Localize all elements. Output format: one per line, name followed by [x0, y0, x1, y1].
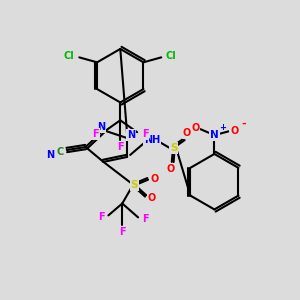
Text: N: N — [210, 130, 219, 140]
Text: O: O — [148, 193, 156, 202]
Text: O: O — [182, 128, 191, 138]
Text: NH: NH — [144, 135, 160, 145]
Text: Cl: Cl — [64, 51, 75, 62]
Text: S: S — [170, 143, 178, 153]
Text: +: + — [219, 123, 226, 132]
Text: N: N — [46, 150, 54, 160]
Text: O: O — [191, 123, 200, 133]
Text: N: N — [127, 130, 135, 140]
Text: C: C — [56, 147, 64, 157]
Text: N: N — [98, 122, 106, 132]
Text: F: F — [92, 129, 99, 139]
Text: F: F — [119, 227, 126, 237]
Text: F: F — [142, 214, 148, 224]
Text: O: O — [151, 174, 159, 184]
Text: O: O — [167, 164, 175, 174]
Text: -: - — [241, 119, 246, 129]
Text: S: S — [130, 180, 138, 190]
Text: Cl: Cl — [166, 51, 177, 62]
Text: F: F — [117, 142, 124, 152]
Text: F: F — [98, 212, 105, 222]
Text: O: O — [230, 126, 238, 136]
Text: F: F — [142, 129, 148, 139]
